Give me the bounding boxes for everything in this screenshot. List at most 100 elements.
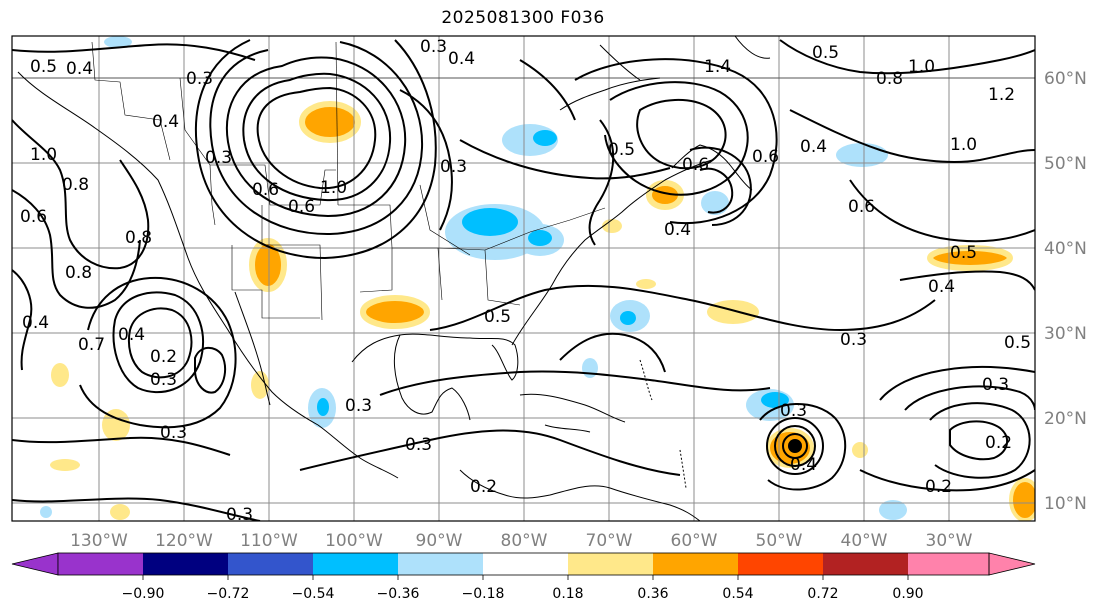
shade-patch [40, 506, 52, 518]
contour-label: 1.0 [950, 135, 977, 155]
colorbar-tick-label: 0.90 [892, 586, 923, 602]
contour-label: 0.6 [752, 147, 779, 167]
contour-label: 0.4 [800, 137, 827, 157]
shade-patch [360, 295, 430, 329]
contour-label: 0.5 [484, 307, 511, 327]
contour-label: 0.4 [448, 49, 475, 69]
contour-label: 1.2 [988, 85, 1015, 105]
contour-label: 0.4 [152, 112, 179, 132]
lon-tick-label: 50°W [756, 531, 803, 551]
lon-tick-label: 110°W [240, 531, 298, 551]
lat-tick-label: 20°N [1044, 409, 1087, 429]
storm-center-marker [788, 439, 802, 453]
contour-label: 0.5 [30, 57, 57, 77]
lon-tick-label: 100°W [325, 531, 383, 551]
lat-axis: 60°N 50°N 40°N 30°N 20°N 10°N [1044, 69, 1087, 514]
colorbar-segment [908, 553, 989, 575]
contour-label: 0.5 [608, 140, 635, 160]
lon-tick-label: 70°W [586, 531, 633, 551]
contour-label: 1.0 [30, 145, 57, 165]
shade-patch [879, 500, 907, 520]
shade-patch [533, 130, 557, 146]
shade-patch [299, 101, 361, 143]
lat-tick-label: 50°N [1044, 154, 1087, 174]
colorbar-segment [738, 553, 824, 575]
shade-patch [50, 459, 80, 471]
colorbar-tick-label: −0.54 [292, 586, 335, 602]
shade-patch [582, 358, 598, 378]
colorbar-segment [313, 553, 399, 575]
lon-tick-label: 60°W [671, 531, 718, 551]
shade-patch [110, 504, 130, 520]
colorbar-tick-label: 0.72 [807, 586, 838, 602]
shade-patch [317, 398, 329, 416]
contour-label: 0.8 [125, 228, 152, 248]
contour-label: 0.4 [118, 325, 145, 345]
shade-patch [462, 208, 518, 236]
colorbar-extend-high [988, 552, 1036, 576]
colorbar-tick-label: −0.90 [122, 586, 165, 602]
lat-tick-label: 40°N [1044, 239, 1087, 259]
contour-label: 0.3 [405, 435, 432, 455]
contour-label: 0.2 [925, 477, 952, 497]
lon-tick-label: 130°W [70, 531, 128, 551]
colorbar-segment [228, 553, 314, 575]
contour-label: 0.3 [420, 37, 447, 57]
shade-patch [602, 219, 622, 233]
contour-label: 0.3 [982, 375, 1009, 395]
contour-lines [12, 39, 1035, 521]
contour-label: 0.5 [812, 43, 839, 63]
lon-tick-label: 90°W [416, 531, 463, 551]
contour-label-layer: 0.5 0.4 0.3 0.4 1.0 0.8 0.6 0.4 0.3 1.0 … [20, 37, 1031, 525]
lat-tick-label: 10°N [1044, 494, 1087, 514]
lat-tick-label: 30°N [1044, 324, 1087, 344]
lon-tick-label: 30°W [926, 531, 973, 551]
contour-label: 0.6 [20, 207, 47, 227]
colorbar-segment [823, 553, 909, 575]
contour-label: 0.3 [345, 396, 372, 416]
lat-tick-label: 60°N [1044, 69, 1087, 89]
shade-patch [51, 363, 69, 387]
state-borders [12, 41, 1035, 321]
contour-label: 0.7 [78, 335, 105, 355]
contour-label: 0.3 [780, 401, 807, 421]
contour-label: 0.3 [440, 157, 467, 177]
lon-tick-label: 120°W [155, 531, 213, 551]
contour-label: 0.5 [1004, 333, 1031, 353]
shade-patch [1009, 478, 1035, 521]
colorbar-tick-label: 0.54 [722, 586, 753, 602]
contour-label: 0.2 [470, 477, 497, 497]
contour-label: 0.4 [22, 313, 49, 333]
colorbar-tick-label: 0.18 [552, 586, 583, 602]
contour-label: 0.3 [840, 330, 867, 350]
colorbar-tick-label: −0.36 [377, 586, 420, 602]
map-border [11, 35, 1036, 522]
contour-label: 0.3 [226, 505, 253, 525]
contour-label: 0.4 [790, 455, 817, 475]
contour-label: 1.0 [908, 57, 935, 77]
contour-label: 1.0 [320, 178, 347, 198]
shade-patch [104, 36, 132, 48]
shade-patch [852, 442, 868, 458]
contour-label: 0.5 [950, 243, 977, 263]
colorbar-tick-label: −0.72 [207, 586, 250, 602]
colorbar-segment [398, 553, 484, 575]
contour-label: 0.3 [160, 423, 187, 443]
colorbar-segment [568, 553, 654, 575]
contour-label: 0.6 [288, 197, 315, 217]
colorbar-tick-label: 0.36 [637, 586, 668, 602]
colorbar-segment [58, 553, 144, 575]
colorbar-segment [653, 553, 739, 575]
shade-patch [249, 238, 287, 292]
contour-label: 0.2 [150, 347, 177, 367]
contour-label: 0.2 [985, 433, 1012, 453]
contour-label: 0.8 [876, 69, 903, 89]
colorbar-segment [483, 553, 569, 575]
contour-label: 0.8 [65, 263, 92, 283]
contour-label: 0.3 [150, 370, 177, 390]
contour-label: 0.3 [186, 69, 213, 89]
contour-label: 0.4 [66, 59, 93, 79]
lon-tick-label: 40°W [841, 531, 888, 551]
contour-label: 0.6 [682, 155, 709, 175]
colorbar-extend-low [11, 552, 59, 576]
